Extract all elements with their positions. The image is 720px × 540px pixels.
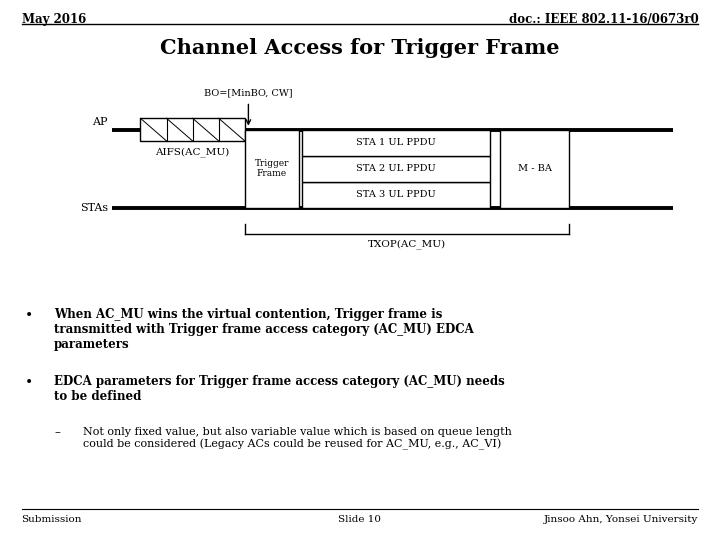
Text: •: • bbox=[25, 308, 33, 322]
Text: STA 2 UL PPDU: STA 2 UL PPDU bbox=[356, 164, 436, 173]
Text: –: – bbox=[54, 427, 60, 440]
Text: TXOP(AC_MU): TXOP(AC_MU) bbox=[368, 239, 446, 249]
Text: EDCA parameters for Trigger frame access category (AC_MU) needs
to be defined: EDCA parameters for Trigger frame access… bbox=[54, 375, 505, 403]
Bar bbox=[302, 182, 490, 208]
Text: Not only fixed value, but also variable value which is based on queue length
cou: Not only fixed value, but also variable … bbox=[83, 427, 512, 450]
Text: Jinsoo Ahn, Yonsei University: Jinsoo Ahn, Yonsei University bbox=[544, 515, 698, 524]
Bar bbox=[245, 130, 299, 208]
Bar bbox=[302, 130, 490, 156]
Text: Slide 10: Slide 10 bbox=[338, 515, 382, 524]
Text: M - BA: M - BA bbox=[518, 164, 552, 173]
Text: STA 3 UL PPDU: STA 3 UL PPDU bbox=[356, 191, 436, 199]
Text: BO=[MinBO, CW]: BO=[MinBO, CW] bbox=[204, 88, 293, 97]
Text: Submission: Submission bbox=[22, 515, 82, 524]
Text: STA 1 UL PPDU: STA 1 UL PPDU bbox=[356, 138, 436, 147]
Text: •: • bbox=[25, 375, 33, 389]
Text: AP: AP bbox=[92, 117, 108, 127]
Text: When AC_MU wins the virtual contention, Trigger frame is
transmitted with Trigge: When AC_MU wins the virtual contention, … bbox=[54, 308, 474, 351]
Text: May 2016: May 2016 bbox=[22, 14, 86, 26]
Text: Channel Access for Trigger Frame: Channel Access for Trigger Frame bbox=[161, 38, 559, 58]
Text: doc.: IEEE 802.11-16/0673r0: doc.: IEEE 802.11-16/0673r0 bbox=[508, 14, 698, 26]
Bar bbox=[500, 130, 569, 208]
Text: STAs: STAs bbox=[80, 203, 108, 213]
Bar bbox=[302, 156, 490, 182]
Text: AIFS(AC_MU): AIFS(AC_MU) bbox=[156, 147, 230, 157]
Bar bbox=[140, 118, 245, 141]
Text: Trigger
Frame: Trigger Frame bbox=[255, 159, 289, 178]
